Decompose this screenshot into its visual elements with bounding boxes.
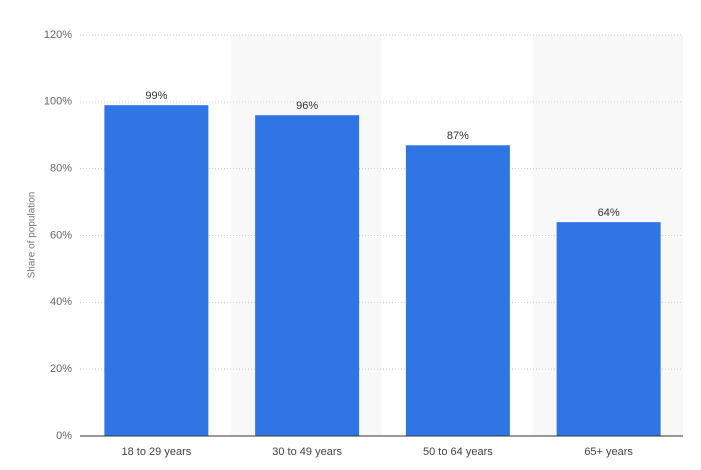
bar [405,145,510,436]
y-tick-label: 40% [50,296,72,308]
x-tick-label: 65+ years [584,446,633,458]
bar [556,222,661,436]
value-label: 87% [447,130,469,142]
y-tick-label: 0% [56,430,72,442]
x-tick-label: 30 to 49 years [272,446,342,458]
y-tick-label: 100% [44,96,72,108]
value-label: 96% [296,100,318,112]
y-axis-title: Share of population [27,192,38,279]
bar [255,115,360,436]
value-label: 64% [598,207,620,219]
bar [104,105,209,437]
x-tick-label: 50 to 64 years [423,446,493,458]
y-tick-label: 20% [50,363,72,375]
y-tick-label: 60% [50,229,72,241]
y-tick-label: 80% [50,163,72,175]
value-label: 99% [145,90,167,102]
x-tick-label: 18 to 29 years [122,446,192,458]
y-tick-label: 120% [44,29,72,41]
